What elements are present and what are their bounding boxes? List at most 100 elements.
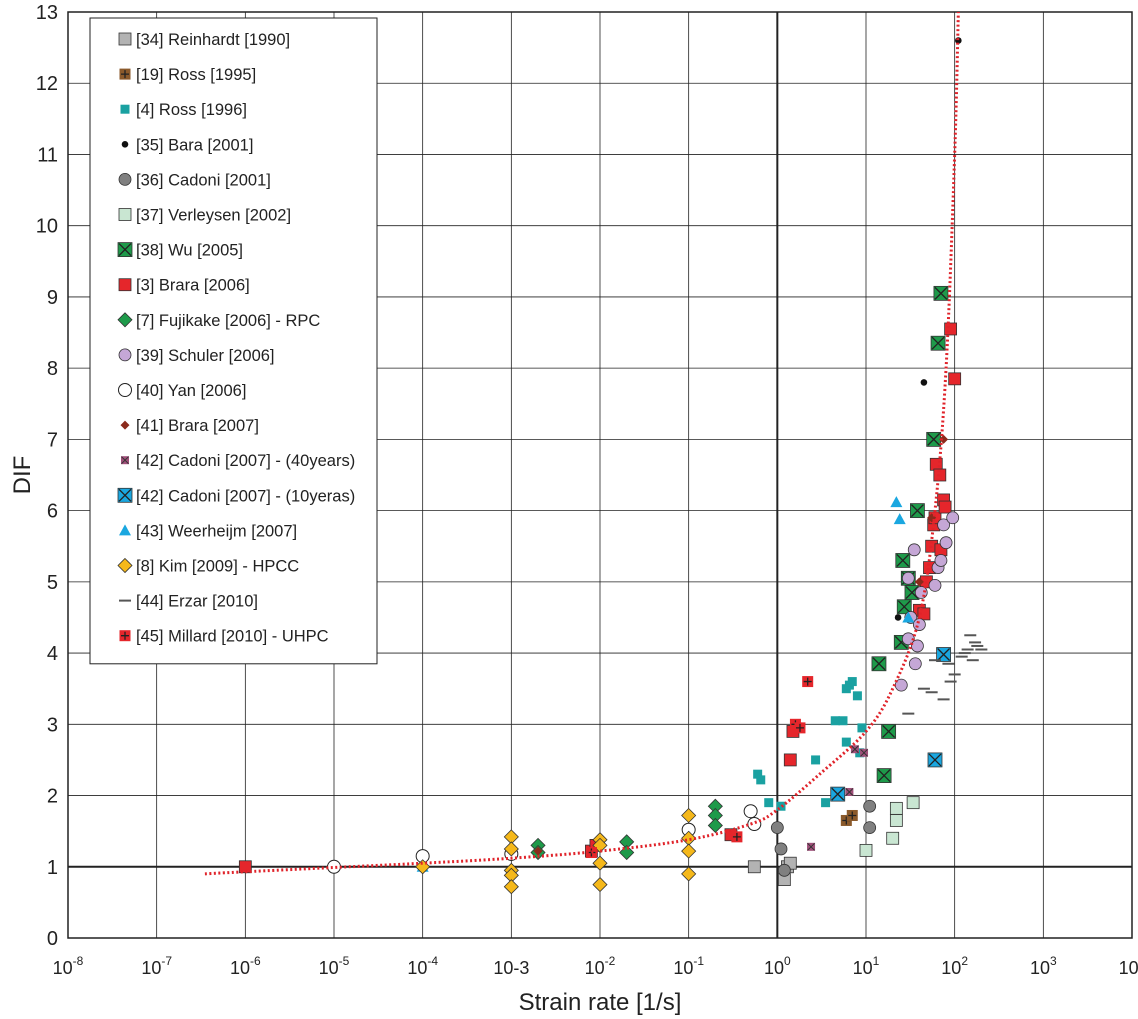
data-point <box>904 585 920 600</box>
data-point <box>920 379 928 386</box>
data-point <box>681 866 697 882</box>
data-point <box>855 748 865 758</box>
data-point <box>934 554 948 567</box>
legend-entry: [4] Ross [1996] <box>136 101 247 119</box>
data-point <box>327 859 341 874</box>
legend-marker <box>121 456 129 465</box>
data-point <box>747 817 762 832</box>
legend: [34] Reinhardt [1990] [19] Ross [1995] [4]… <box>89 17 378 665</box>
data-point <box>906 796 920 810</box>
x-tick-label: 101 <box>853 954 880 978</box>
legend-marker <box>118 348 132 362</box>
x-tick-label: 10-3 <box>493 958 529 978</box>
data-point <box>794 722 806 734</box>
x-tick-label: 100 <box>764 954 791 978</box>
data-point <box>917 607 931 621</box>
data-point <box>860 748 869 757</box>
data-point <box>927 752 943 768</box>
data-point <box>707 817 723 834</box>
series-2 <box>753 677 867 811</box>
x-tick-label: 104 <box>1119 954 1138 978</box>
x-tick-label: 102 <box>941 954 968 978</box>
data-point <box>933 285 949 301</box>
data-point <box>912 618 926 631</box>
data-point <box>592 877 608 893</box>
legend-marker <box>117 242 133 258</box>
data-point <box>857 723 867 733</box>
x-tick-label: 103 <box>1030 954 1057 978</box>
data-point <box>802 676 814 688</box>
legend-marker <box>120 420 130 430</box>
fit-curve <box>204 11 960 876</box>
data-point <box>908 657 922 671</box>
y-tick-label: 4 <box>47 643 58 665</box>
legend-marker <box>118 172 132 186</box>
data-point <box>859 843 873 857</box>
y-tick-label: 11 <box>37 144 58 166</box>
y-axis-label: DIF <box>9 456 36 495</box>
legend-marker <box>120 104 130 114</box>
y-tick-label: 3 <box>47 714 58 736</box>
series-13 <box>830 647 951 802</box>
series-6 <box>871 285 949 783</box>
data-point <box>774 842 788 856</box>
series-11 <box>533 434 949 856</box>
legend-entry: [44] Erzar [2010] <box>136 593 258 611</box>
series-12 <box>807 745 869 851</box>
data-point <box>895 553 911 568</box>
y-tick-label: 12 <box>36 73 58 95</box>
legend-marker <box>117 312 133 328</box>
data-point <box>929 457 943 471</box>
legend-marker <box>118 32 132 46</box>
legend-entry: [8] Kim [2009] - HPCC <box>136 558 299 576</box>
data-point <box>753 769 763 779</box>
data-point <box>936 647 951 662</box>
data-point <box>764 798 774 808</box>
legend-entry: [3] Brara [2006] <box>136 277 250 295</box>
data-point <box>770 821 784 834</box>
series-15 <box>415 807 697 895</box>
legend-entry: [36] Cadoni [2001] <box>136 171 271 189</box>
data-point <box>852 691 862 701</box>
legend-entry: [42] Cadoni [2007] - (10yeras) <box>136 487 355 505</box>
y-tick-label: 1 <box>47 857 58 879</box>
data-point <box>681 807 697 824</box>
data-point <box>876 768 892 783</box>
data-point <box>871 656 887 672</box>
legend-entry: [42] Cadoni [2007] - (40years) <box>136 452 355 470</box>
x-tick-label: 10-1 <box>673 954 704 978</box>
legend-entry: [34] Reinhardt [1990] <box>136 31 290 49</box>
series-0 <box>747 856 797 886</box>
data-point <box>619 844 635 861</box>
data-point <box>946 511 960 525</box>
legend-entry: [45] Millard [2010] - UHPC <box>136 628 329 646</box>
data-point <box>503 841 519 857</box>
x-tick-label: 10-7 <box>141 954 172 978</box>
data-point <box>890 496 903 508</box>
data-point <box>238 860 252 874</box>
data-point <box>938 500 952 514</box>
data-point <box>850 745 859 754</box>
y-tick-label: 8 <box>47 358 58 380</box>
y-tick-label: 7 <box>47 429 58 451</box>
legend-marker <box>119 524 131 536</box>
x-tick-label: 10-2 <box>585 954 616 978</box>
data-point <box>783 753 797 767</box>
data-point <box>948 372 962 386</box>
legend-marker <box>121 141 129 148</box>
data-point <box>881 724 897 739</box>
data-point <box>777 863 791 877</box>
data-point <box>821 798 831 808</box>
y-tick-label: 10 <box>36 216 58 238</box>
legend-entry: [40] Yan [2006] <box>136 382 246 400</box>
data-point <box>889 814 903 827</box>
data-point <box>894 614 902 621</box>
data-point <box>533 846 543 856</box>
data-point <box>944 322 958 336</box>
data-point <box>847 677 857 687</box>
x-tick-label: 10-8 <box>53 954 84 978</box>
x-tick-label: 10-5 <box>319 954 350 978</box>
data-point <box>863 799 877 813</box>
legend-entry: [43] Weerheijm [2007] <box>136 522 297 540</box>
